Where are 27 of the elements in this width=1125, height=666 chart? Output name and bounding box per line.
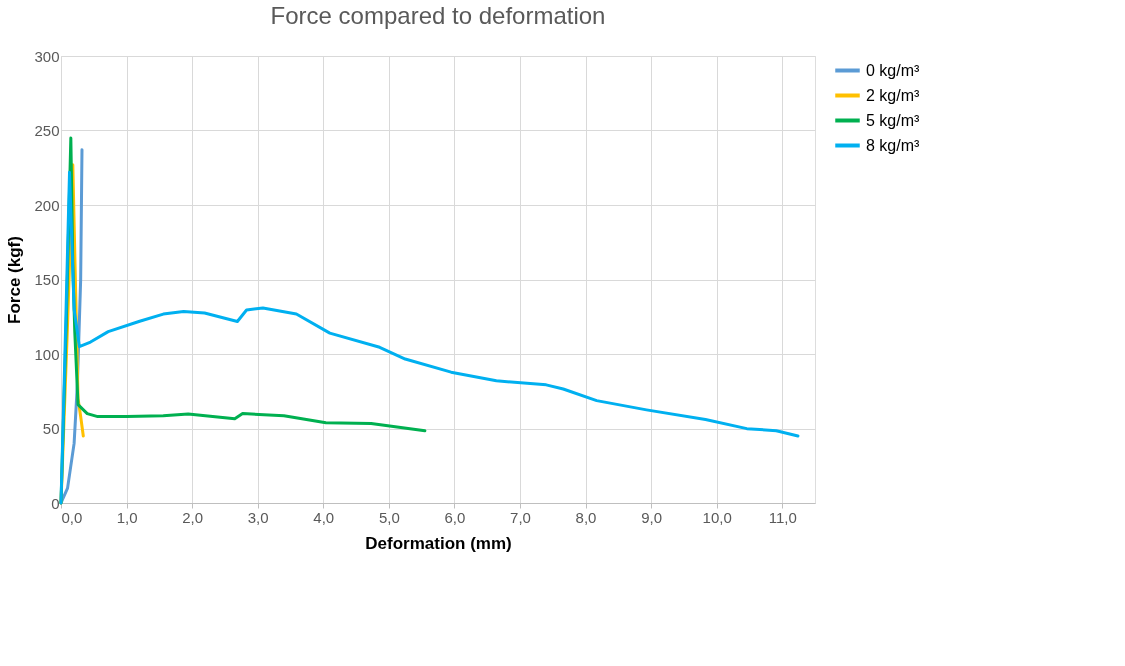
x-tick-label: 6,0 <box>444 508 466 526</box>
y-axis-title: Force (kgf) <box>5 236 25 324</box>
x-tick-label: 2,0 <box>182 508 204 526</box>
y-tick-label: 300 <box>34 47 60 65</box>
x-tick-label: 3,0 <box>247 508 269 526</box>
y-tick-label: 100 <box>34 345 60 363</box>
y-tick-label: 250 <box>34 122 60 139</box>
legend-label: 0 kg/m³ <box>866 61 921 79</box>
y-tick-label: 150 <box>34 271 60 288</box>
x-tick-label: 5,0 <box>378 508 400 526</box>
chart-title: Force compared to deformation <box>270 2 606 29</box>
x-tick-label: 9,0 <box>641 508 663 526</box>
y-tick-label: 50 <box>42 420 60 437</box>
x-tick-label: 8,0 <box>575 508 597 526</box>
x-tick-label: 1,0 <box>116 508 138 526</box>
x-tick-label: 11,0 <box>768 508 797 526</box>
x-tick-label: 10,0 <box>702 508 732 526</box>
y-tick-label: 200 <box>34 196 60 214</box>
legend-label: 8 kg/m³ <box>866 136 921 154</box>
line-series <box>59 170 800 505</box>
x-tick-label: 7,0 <box>510 508 531 526</box>
x-tick-label: 0,0 <box>61 508 83 526</box>
x-tick-label: 4,0 <box>313 508 335 526</box>
y-tick-label: 0 <box>51 494 60 512</box>
legend-label: 2 kg/m³ <box>866 86 921 104</box>
x-axis-title: Deformation (mm) <box>365 533 512 553</box>
legend-label: 5 kg/m³ <box>866 111 921 129</box>
